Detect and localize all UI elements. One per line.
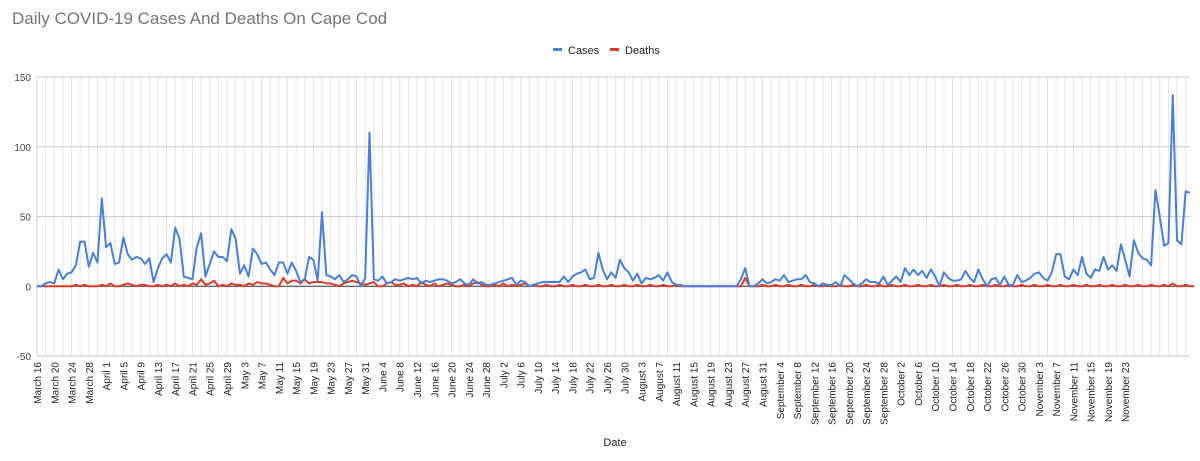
x-tick-label: March 20 — [50, 362, 61, 404]
legend-swatch-cases — [553, 48, 562, 51]
x-tick-label: April 1 — [102, 362, 113, 391]
y-tick-label: -50 — [17, 352, 32, 363]
y-tick-label: 0 — [25, 282, 31, 293]
x-tick-label: March 28 — [85, 362, 96, 404]
x-tick-label: June 24 — [465, 362, 476, 398]
x-tick-label: November 3 — [1035, 362, 1046, 417]
y-axis: -50 0 50 100 150 — [14, 73, 31, 363]
x-tick-label: November 11 — [1069, 362, 1080, 422]
x-tick-label: October 10 — [931, 362, 942, 412]
x-tick-label: August 23 — [724, 362, 735, 407]
gridlines — [36, 76, 1190, 357]
x-tick-label: May 23 — [327, 362, 338, 395]
x-axis-title: Date — [603, 437, 626, 449]
x-tick-label: October 30 — [1018, 362, 1029, 412]
x-tick-label: May 15 — [292, 362, 303, 395]
legend-swatch-deaths — [610, 48, 619, 51]
x-tick-label: May 11 — [275, 362, 286, 394]
series-line-cases[interactable] — [37, 94, 1191, 288]
x-tick-label: May 31 — [361, 362, 372, 395]
x-tick-label: April 17 — [171, 362, 182, 396]
x-tick-label: June 4 — [378, 362, 389, 392]
series-line-deaths[interactable] — [37, 276, 1195, 288]
x-tick-label: July 6 — [517, 362, 528, 389]
x-tick-label: April 21 — [188, 362, 199, 396]
x-tick-label: April 9 — [137, 362, 148, 391]
x-tick-label: May 27 — [344, 362, 355, 395]
x-tick-label: May 3 — [240, 362, 251, 390]
x-tick-label: September 16 — [828, 362, 839, 425]
x-tick-label: August 3 — [638, 362, 649, 402]
y-tick-label: 100 — [14, 143, 31, 154]
x-tick-label: April 25 — [206, 362, 217, 396]
x-tick-label: March 24 — [68, 362, 79, 404]
x-tick-label: September 8 — [793, 362, 804, 420]
x-tick-label: March 16 — [33, 362, 44, 404]
x-tick-label: November 7 — [1052, 362, 1063, 417]
x-tick-label: July 14 — [551, 362, 562, 394]
x-tick-label: April 29 — [223, 362, 234, 396]
x-tick-label: October 18 — [966, 362, 977, 412]
x-tick-label: November 15 — [1087, 362, 1098, 422]
x-tick-label: August 19 — [707, 362, 718, 407]
x-tick-label: July 30 — [620, 362, 631, 394]
series-layer — [37, 94, 1195, 288]
x-tick-label: April 5 — [119, 362, 130, 391]
x-tick-label: June 16 — [430, 362, 441, 398]
x-tick-label: October 14 — [948, 362, 959, 412]
legend[interactable]: Cases Deaths — [553, 45, 660, 57]
x-tick-label: July 18 — [568, 362, 579, 394]
x-tick-label: August 27 — [741, 362, 752, 407]
x-tick-label: August 15 — [689, 362, 700, 407]
x-tick-label: April 13 — [154, 362, 165, 396]
x-tick-label: September 24 — [862, 362, 873, 425]
x-tick-label: June 28 — [482, 362, 493, 398]
x-tick-label: July 26 — [603, 362, 614, 394]
x-tick-label: May 7 — [258, 362, 269, 390]
x-tick-label: September 20 — [845, 362, 856, 425]
chart-title: Daily COVID-19 Cases And Deaths On Cape … — [12, 9, 388, 28]
x-tick-label: July 10 — [534, 362, 545, 394]
x-axis: March 16 March 20 March 24 March 28 April 1 A… — [33, 362, 1132, 425]
x-tick-label: July 2 — [499, 362, 510, 389]
x-tick-label: November 23 — [1121, 362, 1132, 422]
legend-label-cases[interactable]: Cases — [568, 45, 600, 57]
x-tick-label: July 22 — [586, 362, 597, 394]
x-tick-label: June 8 — [396, 362, 407, 392]
x-tick-label: October 26 — [1000, 362, 1011, 412]
x-tick-label: October 6 — [914, 362, 925, 406]
x-tick-label: October 2 — [897, 362, 908, 406]
x-tick-label: August 11 — [672, 362, 683, 407]
x-tick-label: September 4 — [776, 362, 787, 420]
x-tick-label: June 12 — [413, 362, 424, 398]
y-tick-label: 150 — [14, 73, 31, 84]
x-tick-label: June 20 — [448, 362, 459, 398]
x-tick-label: August 31 — [758, 362, 769, 407]
x-tick-label: October 22 — [983, 362, 994, 412]
x-tick-label: September 12 — [810, 362, 821, 425]
x-tick-label: September 28 — [879, 362, 890, 425]
x-tick-label: August 7 — [655, 362, 666, 402]
legend-label-deaths[interactable]: Deaths — [625, 45, 660, 57]
y-tick-label: 50 — [20, 213, 32, 224]
x-tick-label: May 19 — [309, 362, 320, 395]
x-tick-label: November 19 — [1104, 362, 1115, 422]
